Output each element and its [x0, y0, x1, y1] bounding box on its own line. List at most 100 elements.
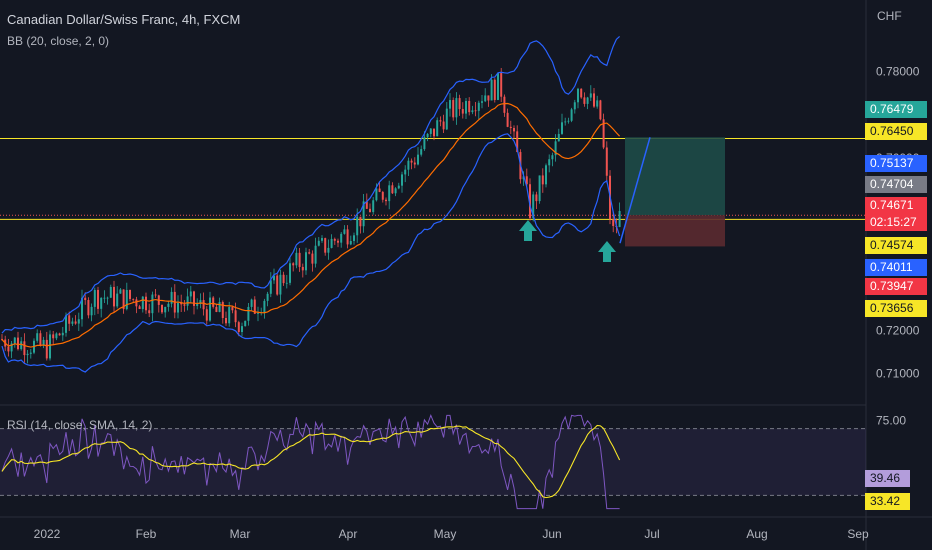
- bb-basis-line[interactable]: [1, 102, 621, 348]
- bb-upper-band[interactable]: [1, 35, 621, 334]
- bb-indicator-label[interactable]: BB (20, close, 2, 0): [7, 34, 110, 48]
- candle: [503, 94, 506, 117]
- candle: [548, 154, 551, 173]
- candle: [442, 114, 445, 134]
- price-badge: 0.74574: [865, 237, 927, 254]
- candle: [436, 117, 439, 137]
- candle: [596, 95, 599, 109]
- target-zone[interactable]: [625, 137, 725, 216]
- candle: [36, 329, 39, 343]
- arrow-up-icon[interactable]: [598, 241, 616, 262]
- candle: [551, 152, 554, 167]
- candle: [90, 303, 93, 322]
- time-tick-label: Feb: [136, 527, 157, 541]
- arrow-up-icon[interactable]: [519, 220, 537, 241]
- bb-lower-band[interactable]: [1, 133, 621, 373]
- candle: [468, 97, 471, 116]
- candle: [445, 102, 448, 131]
- candle: [433, 128, 435, 141]
- price-badge: 0.73656: [865, 300, 927, 317]
- price-tick-label: 0.71000: [876, 366, 920, 380]
- candle: [369, 203, 371, 213]
- axis-labels: 0.780000.760000.720000.710002022FebMarAp…: [34, 65, 920, 541]
- candle: [205, 306, 208, 325]
- candle: [212, 296, 215, 309]
- price-badge: 0.74011: [865, 259, 927, 276]
- candle: [426, 133, 429, 142]
- time-tick-label: May: [434, 527, 457, 541]
- candle: [282, 271, 285, 286]
- price-badge: 02:15:27: [865, 214, 927, 231]
- candle: [87, 297, 90, 319]
- price-badge: 0.76479: [865, 101, 927, 118]
- candle: [273, 268, 275, 284]
- symbol-title[interactable]: Canadian Dollar/Swiss Franc, 4h, FXCM: [7, 12, 241, 27]
- candle: [209, 291, 211, 322]
- candle: [401, 171, 403, 193]
- candle: [349, 235, 352, 246]
- candle: [180, 294, 183, 312]
- candle: [362, 194, 365, 233]
- candle: [71, 317, 74, 327]
- candle: [1, 334, 3, 341]
- price-badge: 0.76450: [865, 123, 927, 140]
- rsi-pane[interactable]: [0, 413, 866, 510]
- candle: [346, 225, 349, 249]
- candle: [167, 300, 170, 312]
- candle: [378, 182, 381, 193]
- candle: [311, 250, 314, 272]
- candle: [116, 286, 119, 309]
- candle: [333, 237, 336, 245]
- projection-line[interactable]: [619, 137, 651, 244]
- candle: [589, 85, 592, 102]
- candle: [106, 296, 109, 305]
- candle: [381, 190, 384, 203]
- candle: [618, 202, 621, 228]
- candle: [145, 292, 147, 314]
- candle: [324, 237, 327, 256]
- rsi-band-background: [0, 428, 866, 496]
- candle: [234, 302, 237, 328]
- candle: [497, 72, 499, 101]
- candle: [599, 99, 602, 121]
- candle: [125, 282, 128, 311]
- candle: [141, 295, 144, 313]
- candle: [103, 290, 106, 303]
- candle: [461, 102, 464, 119]
- candle: [237, 320, 240, 337]
- rsi-line[interactable]: [1, 413, 620, 510]
- candle: [337, 238, 339, 248]
- candle: [535, 191, 538, 210]
- candle: [13, 336, 16, 348]
- candle: [577, 87, 579, 109]
- rsi-ma-line[interactable]: [1, 424, 621, 499]
- price-pane[interactable]: [0, 35, 866, 373]
- candle: [292, 262, 295, 272]
- candle: [477, 100, 480, 120]
- rsi-indicator-label[interactable]: RSI (14, close, SMA, 14, 2): [7, 418, 153, 432]
- candle: [487, 95, 490, 107]
- candle: [77, 312, 80, 331]
- candle: [484, 88, 487, 103]
- candle: [554, 134, 557, 162]
- candle: [385, 197, 387, 206]
- candle: [199, 293, 202, 309]
- candle: [135, 296, 138, 314]
- stop-zone[interactable]: [625, 215, 725, 247]
- candle: [269, 272, 272, 298]
- candle: [413, 157, 416, 169]
- candle: [253, 296, 256, 315]
- candle: [314, 237, 317, 268]
- candle: [247, 302, 250, 326]
- candle: [119, 288, 122, 294]
- candle: [394, 187, 397, 197]
- candle: [353, 232, 355, 245]
- candle: [74, 315, 77, 325]
- candle: [429, 128, 432, 138]
- candle: [113, 280, 115, 313]
- candle: [330, 234, 333, 249]
- candle: [439, 116, 442, 127]
- candle: [250, 298, 253, 311]
- candle: [225, 311, 227, 326]
